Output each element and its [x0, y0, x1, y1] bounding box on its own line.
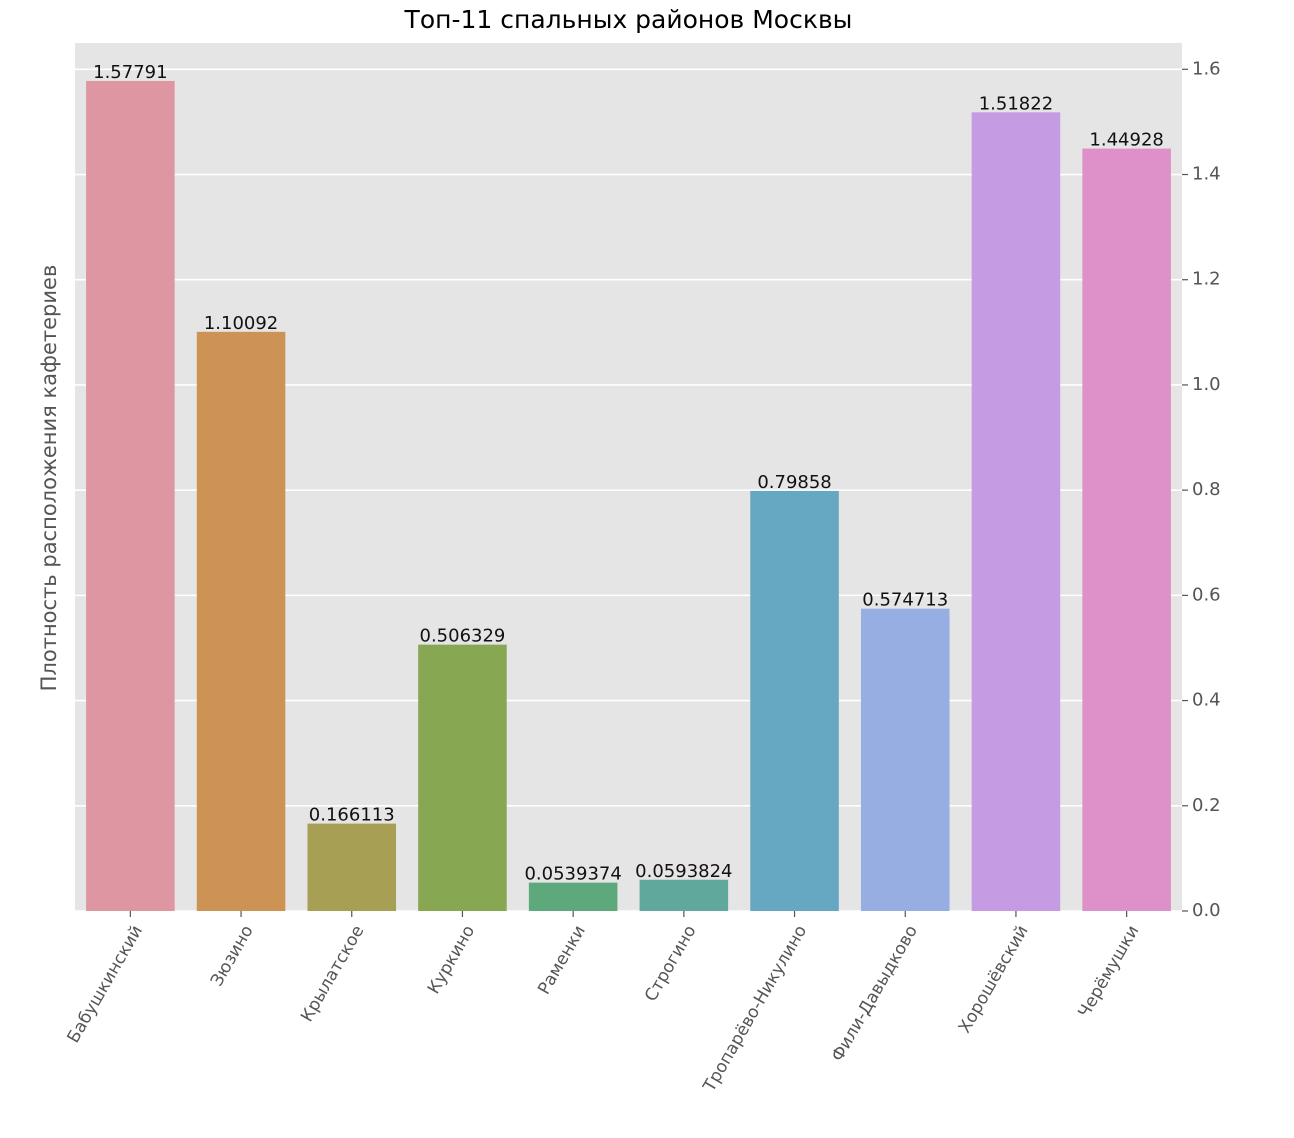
bar-8 — [971, 112, 1061, 911]
x-tick-label-4: Раменки — [534, 922, 590, 998]
x-tick-label-3: Куркино — [424, 922, 479, 998]
bar-7 — [860, 608, 950, 911]
bar-6 — [750, 490, 839, 911]
data-label-3: 0.506329 — [420, 626, 506, 647]
data-label-9: 1.44928 — [1089, 130, 1163, 151]
data-label-2: 0.166113 — [309, 805, 395, 826]
y-axis: 0.0 0.2 0.4 0.6 0.8 1.0 1.2 1.4 1.6 — [1182, 58, 1221, 921]
data-label-0: 1.57791 — [93, 62, 167, 83]
x-tick-label-8: Хорошёвский — [955, 922, 1033, 1037]
y-tick-label-3: 0.6 — [1192, 584, 1221, 605]
y-tick-label-8: 1.6 — [1192, 58, 1221, 79]
y-axis-label: Плотность расположения кафетериев — [37, 265, 61, 692]
data-label-1: 1.10092 — [204, 313, 278, 334]
bar-0 — [86, 80, 175, 911]
data-label-4: 0.0539374 — [524, 864, 621, 885]
data-labels: 1.57791 1.10092 0.166113 0.506329 0.0539374 0… — [93, 62, 1164, 885]
bars — [86, 80, 1171, 911]
y-tick-label-5: 1.0 — [1192, 374, 1221, 395]
bar-9 — [1082, 148, 1171, 911]
x-tick-label-0: Бабушкинский — [64, 922, 147, 1047]
bar-5 — [639, 879, 729, 911]
x-axis: Бабушкинский Зюзино Крылатское Куркино Рамен… — [64, 911, 1143, 1096]
data-label-5: 0.0593824 — [635, 861, 732, 882]
data-label-8: 1.51822 — [979, 93, 1053, 114]
bar-2 — [307, 823, 397, 911]
y-tick-label-7: 1.4 — [1192, 164, 1221, 185]
y-tick-label-6: 1.2 — [1192, 269, 1221, 290]
x-tick-label-6: Тропарёво-Никулино — [699, 922, 811, 1096]
y-tick-label-4: 0.8 — [1192, 479, 1221, 500]
x-tick-label-7: Фили-Давыдково — [828, 922, 922, 1065]
data-label-7: 0.574713 — [862, 590, 948, 611]
x-tick-label-5: Строгино — [641, 922, 701, 1005]
chart-title: Топ-11 спальных районов Москвы — [404, 5, 853, 34]
data-label-6: 0.79858 — [757, 472, 831, 493]
bar-3 — [418, 644, 507, 911]
x-tick-label-9: Черёмушки — [1074, 922, 1143, 1021]
bar-4 — [528, 882, 618, 911]
y-tick-label-1: 0.2 — [1192, 795, 1221, 816]
x-tick-label-2: Крылатское — [297, 922, 368, 1025]
y-tick-label-0: 0.0 — [1192, 900, 1221, 921]
y-tick-label-2: 0.4 — [1192, 690, 1221, 711]
x-tick-label-1: Зюзино — [207, 922, 258, 990]
bar-1 — [196, 331, 286, 911]
